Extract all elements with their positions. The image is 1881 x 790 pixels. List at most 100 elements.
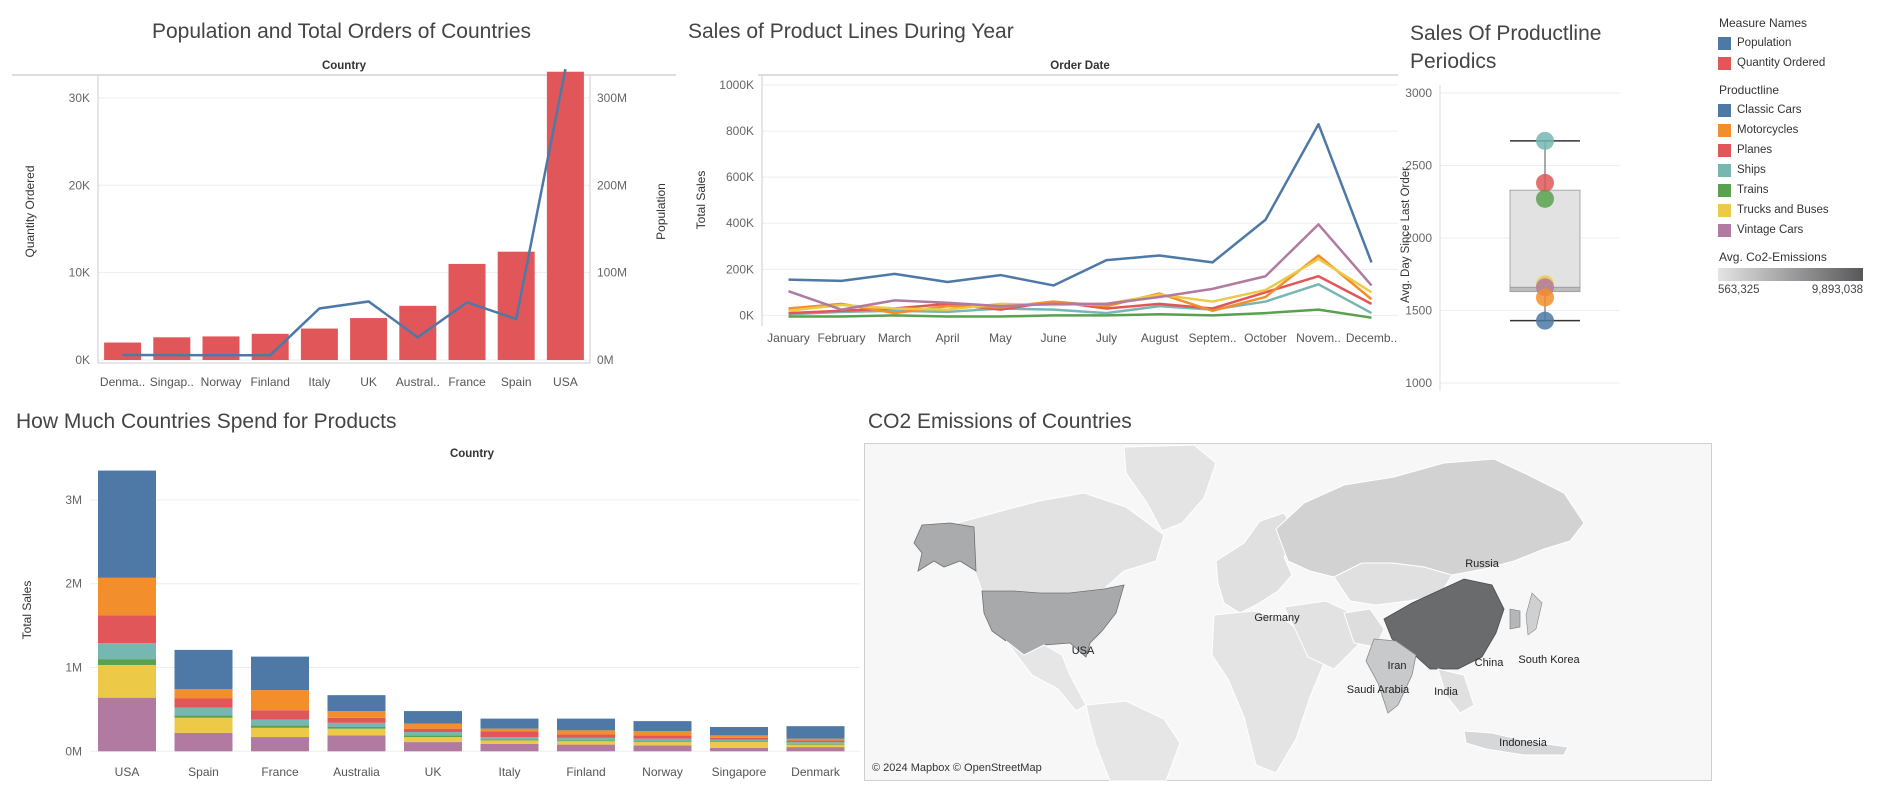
chart1-xtick-label: Denma.. xyxy=(100,375,145,389)
legend-co2-title: Avg. Co2-Emissions xyxy=(1719,250,1827,264)
legend-item-population[interactable]: Population xyxy=(1718,33,1878,53)
legend-item-vintage-cars[interactable]: Vintage Cars xyxy=(1718,220,1878,240)
chart4-bar-segment xyxy=(404,735,462,738)
chart1-bar xyxy=(104,342,142,360)
chart4-bar-segment xyxy=(786,740,845,743)
chart2-ylabel: Total Sales xyxy=(694,171,708,230)
chart4-bar-segment xyxy=(557,734,615,738)
chart4-bar-segment xyxy=(710,735,768,738)
legend-swatch xyxy=(1718,183,1731,197)
chart4-bar-segment xyxy=(174,698,233,708)
legend-item-quantity-ordered[interactable]: Quantity Ordered xyxy=(1718,53,1878,73)
legend-label: Quantity Ordered xyxy=(1737,57,1826,69)
chart4-bar-segment xyxy=(98,659,156,665)
chart1-xtick-label: Norway xyxy=(201,375,242,389)
chart4-bar-segment xyxy=(480,718,539,729)
map-label-china: China xyxy=(1475,657,1505,669)
chart4-bar-segment xyxy=(404,711,462,724)
chart4-bar-segment xyxy=(251,725,309,728)
map-label-germany: Germany xyxy=(1254,612,1300,624)
chart4-bar-segment xyxy=(404,737,462,743)
legend-label: Population xyxy=(1737,37,1792,49)
legend-item-trains[interactable]: Trains xyxy=(1718,180,1878,200)
countries-spend-title: How Much Countries Spend for Products xyxy=(16,410,397,433)
mexico-shape xyxy=(1005,640,1087,712)
chart4-ytick-label: 0M xyxy=(65,744,82,758)
legend-item-trucks-and-buses[interactable]: Trucks and Buses xyxy=(1718,200,1878,220)
chart4-bar-segment xyxy=(404,723,462,729)
co2-max-label: 9,893,038 xyxy=(1811,284,1863,296)
india-shape xyxy=(1365,638,1417,714)
co2-min-label: 563,325 xyxy=(1718,284,1760,296)
chart2-xtick-label: May xyxy=(989,331,1012,345)
chart4-bar-segment xyxy=(633,745,692,752)
chart4-bar-segment xyxy=(710,742,768,748)
chart1-ytick-right-label: 0M xyxy=(597,353,614,367)
population-orders-title: Population and Total Orders of Countries xyxy=(152,20,532,43)
chart2-ytick-label: 1000K xyxy=(719,78,754,92)
greenland-shape xyxy=(1123,444,1217,532)
chart4-bar-segment xyxy=(251,690,309,711)
chart1-xtick-label: Italy xyxy=(308,375,330,389)
south-america-shape xyxy=(1085,700,1181,781)
central-asia-shape xyxy=(1333,562,1453,606)
chart4-xtick-label: France xyxy=(261,765,299,779)
chart4-xtick-label: Singapore xyxy=(712,765,767,779)
chart4-xtick-label: Denmark xyxy=(791,765,841,779)
legend-label: Classic Cars xyxy=(1737,104,1802,116)
africa-shape xyxy=(1211,610,1325,774)
south-korea-shape xyxy=(1509,608,1521,630)
chart1-xtick-label: France xyxy=(448,375,486,389)
legend-item-planes[interactable]: Planes xyxy=(1718,140,1878,160)
chart4-bar-segment xyxy=(557,730,615,735)
chart4-bar-segment xyxy=(557,741,615,745)
chart2-xtick-label: August xyxy=(1141,331,1179,345)
co2-map[interactable]: Russia Germany USA Iran Saudi Arabia Ind… xyxy=(864,443,1712,781)
legend-item-ships[interactable]: Ships xyxy=(1718,160,1878,180)
chart4-bar-segment xyxy=(480,739,539,741)
chart4-bar-segment xyxy=(786,726,845,739)
chart4-bar-segment xyxy=(786,747,845,752)
chart3-point xyxy=(1536,189,1554,208)
chart4-bar-segment xyxy=(174,732,233,752)
legend-item-classic-cars[interactable]: Classic Cars xyxy=(1718,100,1878,120)
chart4-bar-segment xyxy=(480,743,539,752)
chart1-bar xyxy=(497,251,535,360)
chart4-bar-segment xyxy=(786,744,845,748)
chart4-bar-segment xyxy=(557,718,615,731)
chart3-point xyxy=(1536,173,1554,192)
chart4-bar-segment xyxy=(98,615,156,644)
chart2-xtick-label: Septem.. xyxy=(1188,331,1236,345)
map-label-russia: Russia xyxy=(1465,558,1500,570)
chart4-bar-segment xyxy=(98,577,156,616)
chart4-bar-segment xyxy=(633,721,692,732)
chart4-ytick-label: 1M xyxy=(65,660,82,674)
chart1-ytick-label: 10K xyxy=(69,266,90,280)
sales-periodics-chart[interactable]: 1000 1500 2000 2500 3000 Avg. Day Since Last … xyxy=(1400,75,1630,405)
chart4-bar-segment xyxy=(98,697,156,752)
sales-periodics-title: Sales Of Productline Periodics xyxy=(1410,22,1602,73)
usa-shape xyxy=(981,584,1125,658)
co2-color-gradient xyxy=(1718,268,1863,281)
chart2-ytick-label: 200K xyxy=(726,262,754,276)
chart1-ytick-label: 0K xyxy=(75,353,90,367)
legend-measure-title: Measure Names xyxy=(1719,16,1808,30)
chart4-xtick-label: Australia xyxy=(333,765,380,779)
chart1-ytick-right-label: 200M xyxy=(597,178,627,192)
chart4-ytick-label: 3M xyxy=(65,493,82,507)
iran-shape xyxy=(1343,608,1385,648)
chart2-xtick-label: February xyxy=(817,331,865,345)
map-label-iran: Iran xyxy=(1388,660,1407,672)
countries-spend-chart[interactable]: Country 0M 1M 2M 3M Total Sales USA Spain France… xyxy=(0,440,865,790)
map-label-indonesia: Indonesia xyxy=(1499,737,1548,749)
map-label-usa: USA xyxy=(1072,645,1095,657)
chart4-bar-segment xyxy=(786,743,845,745)
population-orders-chart[interactable]: Country 0K 10K 20K 30K 0M 100M 200M 300M Quantity… xyxy=(0,55,680,395)
legend-item-motorcycles[interactable]: Motorcycles xyxy=(1718,120,1878,140)
chart4-xtick-label: Finland xyxy=(566,765,605,779)
sales-product-lines-chart[interactable]: Order Date 0K 200K 400K 600K 800K 1000K Total S… xyxy=(680,55,1400,355)
chart4-xtick-label: Norway xyxy=(642,765,683,779)
chart4-bar-segment xyxy=(251,719,309,726)
map-label-saudi-arabia: Saudi Arabia xyxy=(1347,684,1410,696)
chart2-xtick-label: Decemb.. xyxy=(1346,331,1397,345)
